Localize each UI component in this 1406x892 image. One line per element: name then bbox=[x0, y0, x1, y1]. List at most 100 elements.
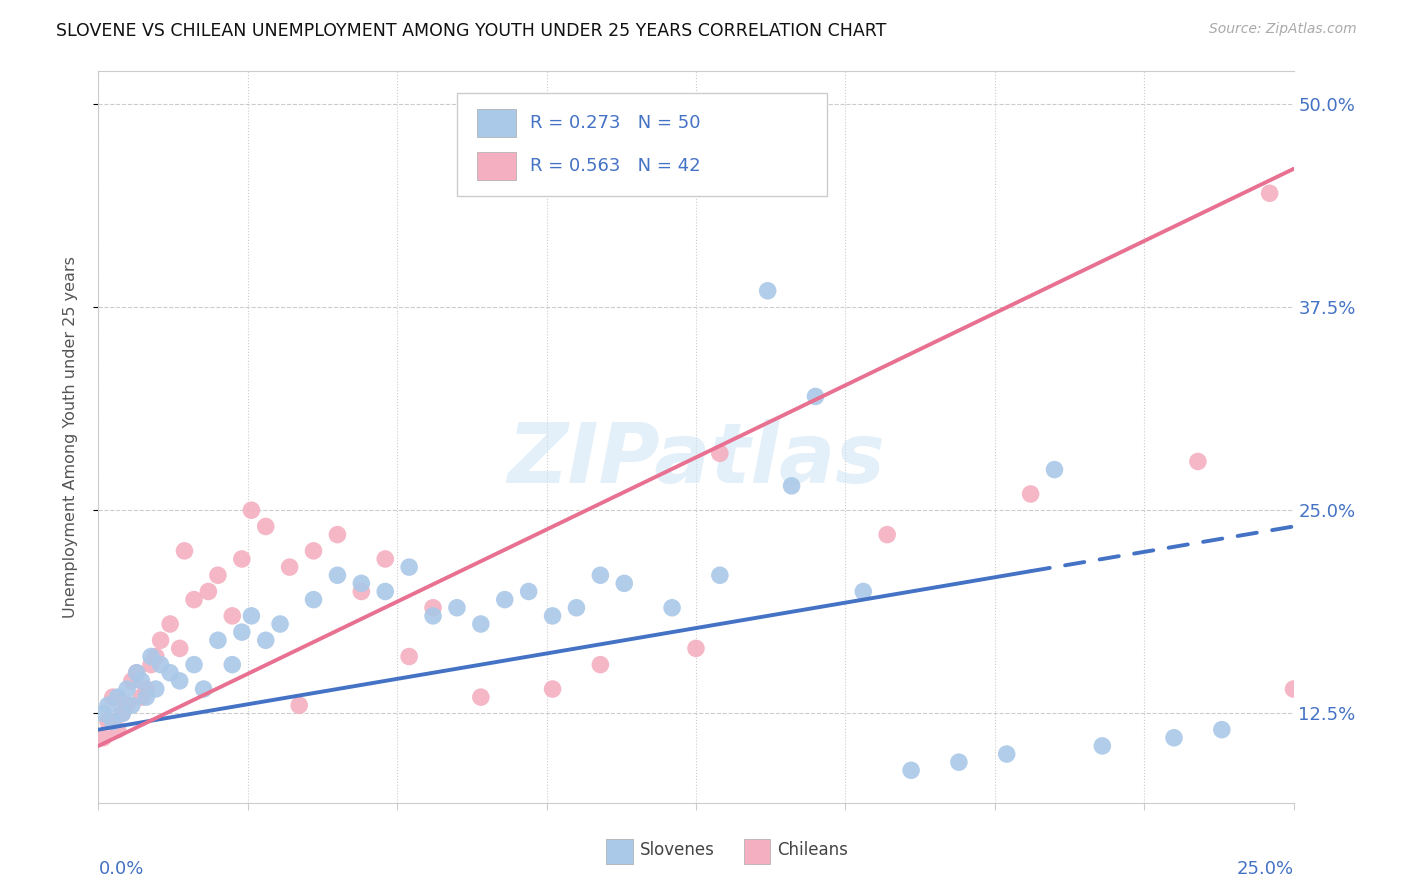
Point bbox=[804, 389, 827, 403]
Point bbox=[169, 641, 191, 656]
Point bbox=[207, 633, 229, 648]
Bar bbox=[606, 838, 633, 863]
Point bbox=[1163, 731, 1185, 745]
Point bbox=[326, 527, 349, 541]
Point bbox=[221, 657, 243, 672]
Point bbox=[1091, 739, 1114, 753]
Point bbox=[1282, 681, 1305, 696]
Point bbox=[780, 161, 803, 176]
Point bbox=[589, 568, 612, 582]
Point bbox=[111, 706, 134, 721]
Point bbox=[1019, 487, 1042, 501]
Point bbox=[470, 617, 492, 632]
Point bbox=[169, 673, 191, 688]
Point bbox=[145, 649, 167, 664]
Point bbox=[613, 576, 636, 591]
Text: Source: ZipAtlas.com: Source: ZipAtlas.com bbox=[1209, 22, 1357, 37]
Bar bbox=[477, 152, 516, 180]
Text: R = 0.563   N = 42: R = 0.563 N = 42 bbox=[530, 157, 700, 175]
Bar bbox=[744, 838, 770, 863]
Point bbox=[240, 503, 263, 517]
Point bbox=[231, 552, 253, 566]
Point bbox=[139, 657, 162, 672]
Point bbox=[541, 681, 564, 696]
Point bbox=[398, 649, 420, 664]
Point bbox=[661, 600, 683, 615]
Point bbox=[517, 584, 540, 599]
Point bbox=[876, 527, 898, 541]
Text: SLOVENE VS CHILEAN UNEMPLOYMENT AMONG YOUTH UNDER 25 YEARS CORRELATION CHART: SLOVENE VS CHILEAN UNEMPLOYMENT AMONG YO… bbox=[56, 22, 887, 40]
Point bbox=[494, 592, 516, 607]
Point bbox=[221, 608, 243, 623]
Y-axis label: Unemployment Among Youth under 25 years: Unemployment Among Youth under 25 years bbox=[63, 256, 77, 618]
Point bbox=[302, 592, 325, 607]
Point bbox=[852, 584, 875, 599]
Point bbox=[422, 600, 444, 615]
Point bbox=[149, 657, 172, 672]
Text: R = 0.273   N = 50: R = 0.273 N = 50 bbox=[530, 114, 700, 132]
Text: 25.0%: 25.0% bbox=[1236, 860, 1294, 878]
Point bbox=[302, 544, 325, 558]
Point bbox=[197, 584, 219, 599]
Point bbox=[107, 690, 129, 705]
Point bbox=[115, 681, 138, 696]
Text: Slovenes: Slovenes bbox=[640, 841, 714, 859]
Point bbox=[111, 706, 134, 721]
Point bbox=[565, 600, 588, 615]
Point bbox=[139, 649, 162, 664]
FancyBboxPatch shape bbox=[457, 94, 827, 195]
Point bbox=[374, 552, 396, 566]
Point bbox=[1211, 723, 1233, 737]
Point bbox=[589, 657, 612, 672]
Point bbox=[91, 706, 114, 721]
Point bbox=[159, 665, 181, 680]
Point bbox=[254, 633, 277, 648]
Point bbox=[131, 673, 153, 688]
Point bbox=[780, 479, 803, 493]
Point bbox=[173, 544, 195, 558]
Point bbox=[541, 608, 564, 623]
Point bbox=[709, 568, 731, 582]
Point bbox=[101, 714, 124, 729]
Point bbox=[107, 723, 129, 737]
Point bbox=[97, 698, 120, 713]
Point bbox=[948, 755, 970, 769]
Point bbox=[101, 690, 124, 705]
Point bbox=[685, 641, 707, 656]
Text: ZIPatlas: ZIPatlas bbox=[508, 418, 884, 500]
Point bbox=[900, 764, 922, 778]
Point bbox=[231, 625, 253, 640]
Point bbox=[1258, 186, 1281, 201]
Point bbox=[135, 681, 157, 696]
Text: Chileans: Chileans bbox=[778, 841, 848, 859]
Point bbox=[193, 681, 215, 696]
Point bbox=[121, 673, 143, 688]
Point bbox=[149, 633, 172, 648]
Point bbox=[240, 608, 263, 623]
Point bbox=[446, 600, 468, 615]
Point bbox=[1187, 454, 1209, 468]
Point bbox=[422, 608, 444, 623]
Point bbox=[398, 560, 420, 574]
Point bbox=[374, 584, 396, 599]
Point bbox=[207, 568, 229, 582]
Bar bbox=[477, 109, 516, 137]
Point bbox=[278, 560, 301, 574]
Point bbox=[350, 584, 373, 599]
Point bbox=[121, 698, 143, 713]
Point bbox=[135, 690, 157, 705]
Point bbox=[145, 681, 167, 696]
Point bbox=[470, 690, 492, 705]
Text: 0.0%: 0.0% bbox=[98, 860, 143, 878]
Point bbox=[131, 690, 153, 705]
Point bbox=[254, 519, 277, 533]
Point bbox=[97, 714, 120, 729]
Point bbox=[183, 657, 205, 672]
Point bbox=[125, 665, 148, 680]
Point bbox=[326, 568, 349, 582]
Point bbox=[709, 446, 731, 460]
Point bbox=[183, 592, 205, 607]
Point bbox=[288, 698, 311, 713]
Point bbox=[756, 284, 779, 298]
Point bbox=[159, 617, 181, 632]
